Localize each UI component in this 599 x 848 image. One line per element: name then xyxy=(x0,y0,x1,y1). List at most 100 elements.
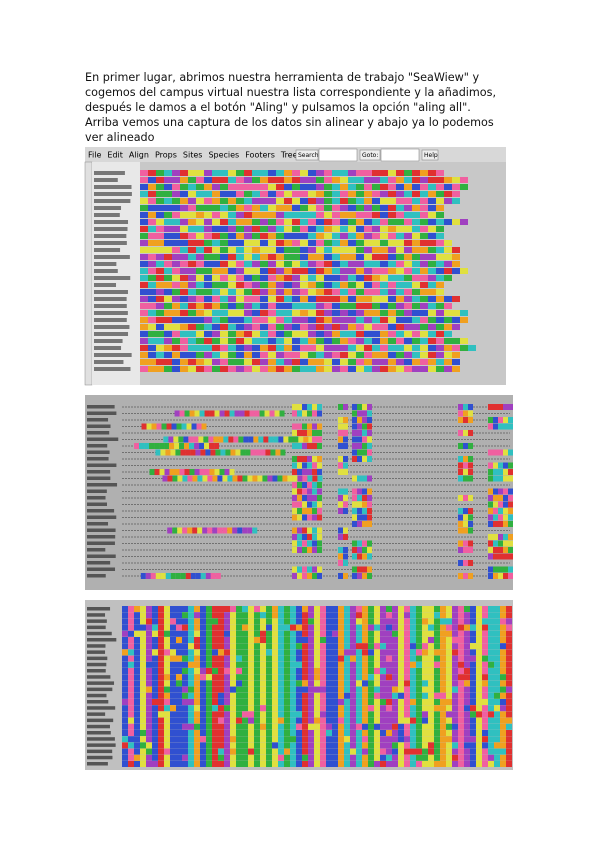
residue-block xyxy=(343,527,348,534)
residue-block xyxy=(260,289,268,295)
residue-block xyxy=(410,717,416,724)
residue-block xyxy=(380,717,386,724)
residue-block xyxy=(308,331,316,337)
residue-block xyxy=(278,699,284,705)
residue-block xyxy=(302,462,307,469)
residue-block xyxy=(367,436,372,443)
residue-block xyxy=(200,655,206,662)
residue-block xyxy=(296,637,302,643)
residue-block xyxy=(218,674,224,681)
residue-block xyxy=(357,488,362,495)
residue-block xyxy=(272,643,278,650)
residue-block xyxy=(290,742,296,749)
residue-block xyxy=(392,742,398,749)
residue-block xyxy=(436,233,444,239)
residue-block xyxy=(364,212,372,218)
seq-name xyxy=(87,638,117,642)
residue-block xyxy=(320,717,326,724)
residue-block xyxy=(196,345,204,351)
residue-block xyxy=(368,618,374,625)
residue-block xyxy=(170,711,176,718)
seq-name xyxy=(87,515,117,519)
residue-block xyxy=(316,219,324,225)
residue-block xyxy=(218,618,224,625)
residue-block xyxy=(194,469,200,475)
residue-block xyxy=(248,723,254,730)
residue-block xyxy=(164,233,172,239)
residue-block xyxy=(276,212,284,218)
residue-block xyxy=(416,742,422,749)
residue-block xyxy=(434,761,440,767)
seq-name xyxy=(87,631,112,636)
residue-block xyxy=(148,331,156,337)
residue-block xyxy=(164,275,172,281)
residue-block xyxy=(356,637,362,643)
residue-block xyxy=(343,553,348,560)
residue-block xyxy=(296,717,302,724)
residue-block xyxy=(140,366,148,372)
residue-block xyxy=(172,317,180,323)
residue-block xyxy=(338,534,343,540)
residue-block xyxy=(180,226,188,232)
residue-block xyxy=(134,754,140,761)
residue-block xyxy=(320,637,326,643)
residue-block xyxy=(242,680,248,687)
residue-block xyxy=(166,423,172,430)
residue-block xyxy=(352,566,357,573)
residue-block xyxy=(416,606,422,612)
seq-name xyxy=(94,332,129,336)
residue-block xyxy=(146,612,152,619)
residue-block xyxy=(228,191,236,197)
residue-block xyxy=(380,247,388,253)
residue-block xyxy=(296,618,302,625)
residue-block xyxy=(292,261,300,267)
residue-block xyxy=(362,404,367,410)
residue-block xyxy=(428,296,436,302)
residue-block xyxy=(272,630,278,637)
residue-block xyxy=(128,736,134,743)
residue-block xyxy=(340,352,348,358)
residue-block xyxy=(152,686,158,693)
residue-block xyxy=(158,630,164,637)
residue-block xyxy=(338,508,343,514)
residue-block xyxy=(460,345,468,351)
residue-block xyxy=(488,680,494,687)
residue-block xyxy=(122,680,128,687)
residue-block xyxy=(278,736,284,743)
seq-name xyxy=(87,731,111,735)
residue-block xyxy=(332,303,340,309)
residue-block xyxy=(356,261,364,267)
residue-block xyxy=(317,488,322,495)
residue-block xyxy=(422,612,428,619)
residue-block xyxy=(500,643,506,650)
residue-block xyxy=(158,624,164,631)
residue-block xyxy=(374,692,380,699)
residue-block xyxy=(458,573,463,579)
residue-block xyxy=(180,324,188,330)
residue-block xyxy=(292,338,300,344)
residue-block xyxy=(176,736,182,743)
residue-block xyxy=(276,275,284,281)
residue-block xyxy=(272,618,278,625)
residue-block xyxy=(236,736,242,743)
residue-block xyxy=(300,247,308,253)
residue-block xyxy=(458,612,464,619)
residue-block xyxy=(476,655,482,662)
residue-block xyxy=(278,436,284,443)
residue-block xyxy=(140,680,146,687)
residue-block xyxy=(134,643,140,650)
residue-block xyxy=(356,254,364,260)
residue-block xyxy=(372,254,380,260)
residue-block xyxy=(307,514,312,521)
residue-block xyxy=(182,748,188,755)
residue-block xyxy=(300,191,308,197)
residue-block xyxy=(212,674,218,681)
residue-block xyxy=(200,748,206,755)
residue-block xyxy=(260,723,266,730)
residue-block xyxy=(343,508,348,514)
residue-block xyxy=(498,417,503,423)
residue-block xyxy=(164,345,172,351)
residue-block xyxy=(185,573,191,579)
residue-block xyxy=(452,338,460,344)
residue-block xyxy=(180,317,188,323)
